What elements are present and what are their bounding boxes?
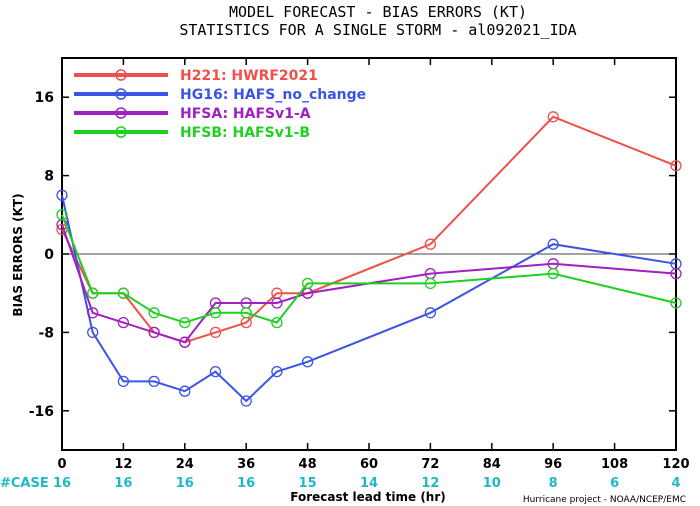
series-point xyxy=(87,287,99,299)
legend-label: HFSB: HAFSv1-B xyxy=(180,125,310,141)
x-tick-label: 72 xyxy=(421,457,439,472)
series-layer xyxy=(56,111,682,407)
legend-entry: HG16: HAFS_no_change xyxy=(74,87,366,103)
legend-label: HG16: HAFS_no_change xyxy=(180,87,366,103)
x-tick-label: 60 xyxy=(360,457,378,472)
series-point xyxy=(87,307,99,319)
x-tick-label: 12 xyxy=(114,457,132,472)
y-tick-label: 16 xyxy=(35,90,54,106)
legend-label: H221: HWRF2021 xyxy=(180,68,318,84)
series-point xyxy=(240,395,252,407)
case-count: 14 xyxy=(360,476,378,491)
legend-label: HFSA: HAFSv1-A xyxy=(180,106,311,122)
series-point xyxy=(56,189,68,201)
series-point xyxy=(301,356,314,368)
series-4 xyxy=(56,209,682,329)
case-count: 15 xyxy=(299,476,317,491)
series-line xyxy=(61,194,677,403)
series-point xyxy=(56,209,68,221)
x-axis-ticks: 0 12 24 36 48 60 72 84 96 108 120 xyxy=(57,58,690,472)
series-point xyxy=(547,267,559,280)
case-count: 10 xyxy=(483,476,501,491)
x-tick-label: 120 xyxy=(662,457,689,472)
legend-swatch-marker xyxy=(115,69,127,81)
credit-text: Hurricane project - NOAA/NCEP/EMC xyxy=(523,495,686,505)
series-3 xyxy=(56,218,682,348)
series-point xyxy=(209,307,222,319)
series-point xyxy=(117,375,130,388)
y-tick-label: -8 xyxy=(38,325,54,341)
case-count: 8 xyxy=(549,476,558,491)
x-tick-label: 0 xyxy=(57,457,66,472)
series-point xyxy=(117,287,130,299)
x-tick-label: 108 xyxy=(601,457,628,472)
series-point xyxy=(209,365,222,378)
x-tick-label: 48 xyxy=(299,457,317,472)
series-point xyxy=(179,336,191,348)
legend-entry: HFSA: HAFSv1-A xyxy=(74,106,311,122)
series-point xyxy=(271,365,283,378)
case-count: 6 xyxy=(610,476,619,491)
legend: H221: HWRF2021 HG16: HAFS_no_change HFSA: … xyxy=(74,68,366,141)
series-point xyxy=(301,277,314,290)
case-count: 16 xyxy=(237,476,255,491)
series-point xyxy=(271,316,283,329)
x-tick-label: 36 xyxy=(237,457,255,472)
legend-swatch-marker xyxy=(115,88,127,100)
series-point xyxy=(424,277,437,290)
series-point xyxy=(240,307,252,319)
series-point xyxy=(424,307,437,319)
case-count-row: 16 16 16 16 15 14 12 10 8 6 4 xyxy=(53,476,681,491)
series-point xyxy=(670,267,682,280)
case-count: 16 xyxy=(176,476,194,491)
x-tick-label: 24 xyxy=(176,457,194,472)
y-tick-label: 8 xyxy=(44,169,54,185)
chart-title: MODEL FORECAST - BIAS ERRORS (KT) xyxy=(229,3,527,21)
legend-entry: HFSB: HAFSv1-B xyxy=(74,125,310,141)
case-count: 16 xyxy=(114,476,132,491)
series-point xyxy=(547,238,559,250)
y-axis-label: BIAS ERRORS (KT) xyxy=(11,193,25,316)
case-count: 16 xyxy=(53,476,71,491)
legend-swatch-marker xyxy=(115,107,127,119)
case-count-label: #CASE xyxy=(0,476,49,491)
series-point xyxy=(148,307,160,319)
series-point xyxy=(424,238,437,250)
x-axis-label: Forecast lead time (hr) xyxy=(290,490,446,504)
x-tick-label: 96 xyxy=(544,457,562,472)
chart-subtitle: STATISTICS FOR A SINGLE STORM - al092021… xyxy=(179,21,576,39)
legend-swatch-marker xyxy=(115,126,127,138)
series-point xyxy=(117,316,130,329)
series-2 xyxy=(56,189,682,407)
series-point xyxy=(670,297,682,309)
series-point xyxy=(148,375,160,388)
series-1 xyxy=(56,111,682,348)
y-tick-label: -16 xyxy=(29,404,54,420)
x-tick-label: 84 xyxy=(483,457,501,472)
case-count: 12 xyxy=(421,476,439,491)
series-point xyxy=(670,160,682,172)
series-point xyxy=(148,326,160,339)
series-point xyxy=(547,111,559,123)
case-count: 4 xyxy=(671,476,680,491)
series-point xyxy=(209,326,222,339)
series-point xyxy=(87,326,99,339)
series-point xyxy=(179,385,191,397)
y-tick-label: 0 xyxy=(44,247,54,263)
series-point xyxy=(179,316,191,329)
series-point xyxy=(271,297,283,309)
legend-entry: H221: HWRF2021 xyxy=(74,68,318,84)
y-axis-ticks: -16 -8 0 8 16 xyxy=(29,90,676,420)
